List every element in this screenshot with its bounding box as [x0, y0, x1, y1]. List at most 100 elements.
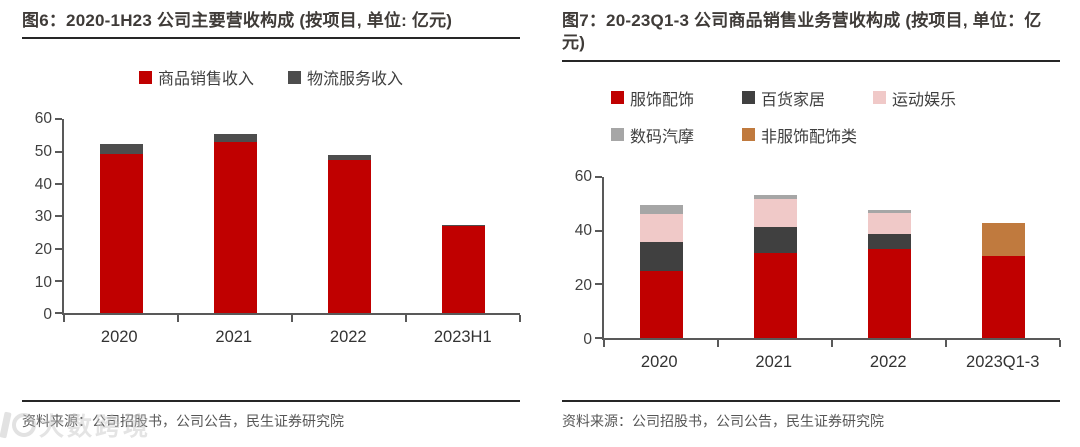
stacked-bar [981, 177, 1025, 338]
bar-segment [639, 271, 683, 338]
category-cell [406, 119, 520, 314]
x-tick-mark [1059, 339, 1061, 347]
x-axis-label: 2020 [100, 328, 138, 347]
stacked-bar [327, 119, 371, 314]
y-tick-label: 30 [34, 208, 52, 226]
chart: 0 10 20 30 40 50 60 2020 2021 2022 2023H1 [22, 110, 521, 347]
bar-segment [867, 210, 911, 213]
figure-title: 图6：2020-1H23 公司主要营收构成 (按项目, 单位: 亿元) [22, 11, 453, 30]
category-cell [178, 119, 292, 314]
bar-segment [639, 213, 683, 242]
source-note: 资料来源：公司招股书，公司公告，民生证券研究院 [22, 400, 520, 431]
figure-panel-7: 图7：20-23Q1-3 公司商品销售业务营收构成 (按项目, 单位：亿元) 服… [540, 0, 1080, 447]
y-tick-label: 0 [43, 306, 52, 324]
y-tick-label: 0 [583, 330, 592, 348]
x-axis-labels: 2020 2021 2022 2023H1 [62, 328, 520, 347]
stacked-bar [99, 119, 143, 314]
stacked-bar [753, 177, 797, 338]
bar-segment [867, 249, 911, 338]
bars-layer [64, 119, 520, 314]
bar-segment [99, 154, 143, 314]
bar-segment [441, 226, 485, 314]
legend-swatch [611, 91, 624, 105]
bar-segment [213, 133, 257, 143]
y-tick-label: 20 [34, 241, 52, 259]
y-tick-mark [55, 247, 62, 250]
stacked-bar [441, 119, 485, 314]
y-tick-mark [595, 283, 602, 286]
category-cell [64, 119, 178, 314]
y-axis-labels: 0 20 40 60 [562, 168, 602, 348]
bar-segment [753, 199, 797, 228]
x-tick-mark [405, 315, 407, 323]
x-axis-label: 2023Q1-3 [966, 352, 1040, 371]
legend-item: 服饰配饰 [611, 86, 742, 110]
x-tick-mark [519, 315, 521, 323]
bar-segment [981, 256, 1025, 338]
figure-title: 图7：20-23Q1-3 公司商品销售业务营收构成 (按项目, 单位：亿元) [562, 11, 1042, 53]
stacked-bar [867, 177, 911, 338]
y-tick-mark [595, 175, 602, 178]
bar-segment [441, 224, 485, 227]
legend-label: 物流服务收入 [307, 71, 404, 89]
legend: 服饰配饰 百货家居 运动娱乐 数码汽摩 非服饰配饰类 [611, 86, 1011, 147]
legend-swatch [138, 70, 152, 84]
legend-item: 物流服务收入 [288, 65, 403, 89]
x-axis-label: 2022 [329, 328, 367, 347]
y-axis-labels: 0 10 20 30 40 50 60 [22, 110, 62, 323]
y-tick-mark [55, 118, 62, 121]
y-tick-label: 10 [34, 273, 52, 291]
x-tick-mark [603, 339, 605, 347]
legend-swatch [288, 70, 301, 84]
legend-item: 运动娱乐 [873, 86, 1004, 110]
legend: 商品销售收入 物流服务收入 [22, 65, 520, 89]
y-tick-label: 60 [574, 167, 592, 185]
figure-panel-6: 图6：2020-1H23 公司主要营收构成 (按项目, 单位: 亿元) 商品销售… [22, 11, 521, 431]
y-tick-label: 60 [34, 110, 52, 128]
stacked-bar [213, 119, 257, 314]
y-tick-mark [55, 312, 62, 315]
y-tick-mark [55, 280, 62, 283]
bar-segment [753, 194, 797, 200]
x-axis-label: 2022 [869, 352, 907, 371]
x-tick-mark [291, 315, 293, 323]
title-underline [562, 59, 1060, 62]
chart: 0 20 40 60 2020 2021 2022 2023Q1-3 [562, 168, 1061, 372]
x-tick-mark [177, 315, 179, 323]
bars-layer [604, 177, 1060, 338]
y-tick-mark [55, 183, 62, 186]
bar-segment [639, 204, 683, 214]
legend-swatch [742, 128, 755, 142]
bar-segment [99, 144, 143, 155]
legend-swatch [873, 91, 886, 105]
legend-item: 非服饰配饰类 [742, 123, 873, 147]
x-axis-label: 2021 [755, 352, 793, 371]
source-note: 资料来源：公司招股书，公司公告，民生证券研究院 [562, 400, 1060, 431]
footer-rule [22, 400, 520, 402]
y-tick-mark [595, 336, 602, 339]
legend-swatch [742, 91, 755, 105]
bar-segment [981, 223, 1025, 257]
y-tick-label: 40 [574, 222, 592, 240]
y-tick-mark [55, 215, 62, 218]
x-axis-labels: 2020 2021 2022 2023Q1-3 [602, 353, 1060, 372]
y-tick-label: 50 [34, 143, 52, 161]
legend-item: 数码汽摩 [611, 123, 742, 147]
category-cell [832, 177, 946, 338]
legend-label: 运动娱乐 [892, 91, 957, 109]
bar-segment [213, 142, 257, 314]
x-tick-mark [831, 339, 833, 347]
y-tick-label: 20 [574, 276, 592, 294]
bar-segment [753, 252, 797, 338]
bar-segment [753, 227, 797, 253]
legend-label: 商品销售收入 [157, 71, 254, 89]
category-cell [718, 177, 832, 338]
footer-rule [562, 400, 1060, 402]
bar-segment [639, 241, 683, 272]
source-text: 资料来源：公司招股书，公司公告，民生证券研究院 [562, 413, 884, 429]
bar-segment [867, 234, 911, 250]
category-cell [604, 177, 718, 338]
source-text: 资料来源：公司招股书，公司公告，民生证券研究院 [22, 413, 344, 429]
category-cell [292, 119, 406, 314]
